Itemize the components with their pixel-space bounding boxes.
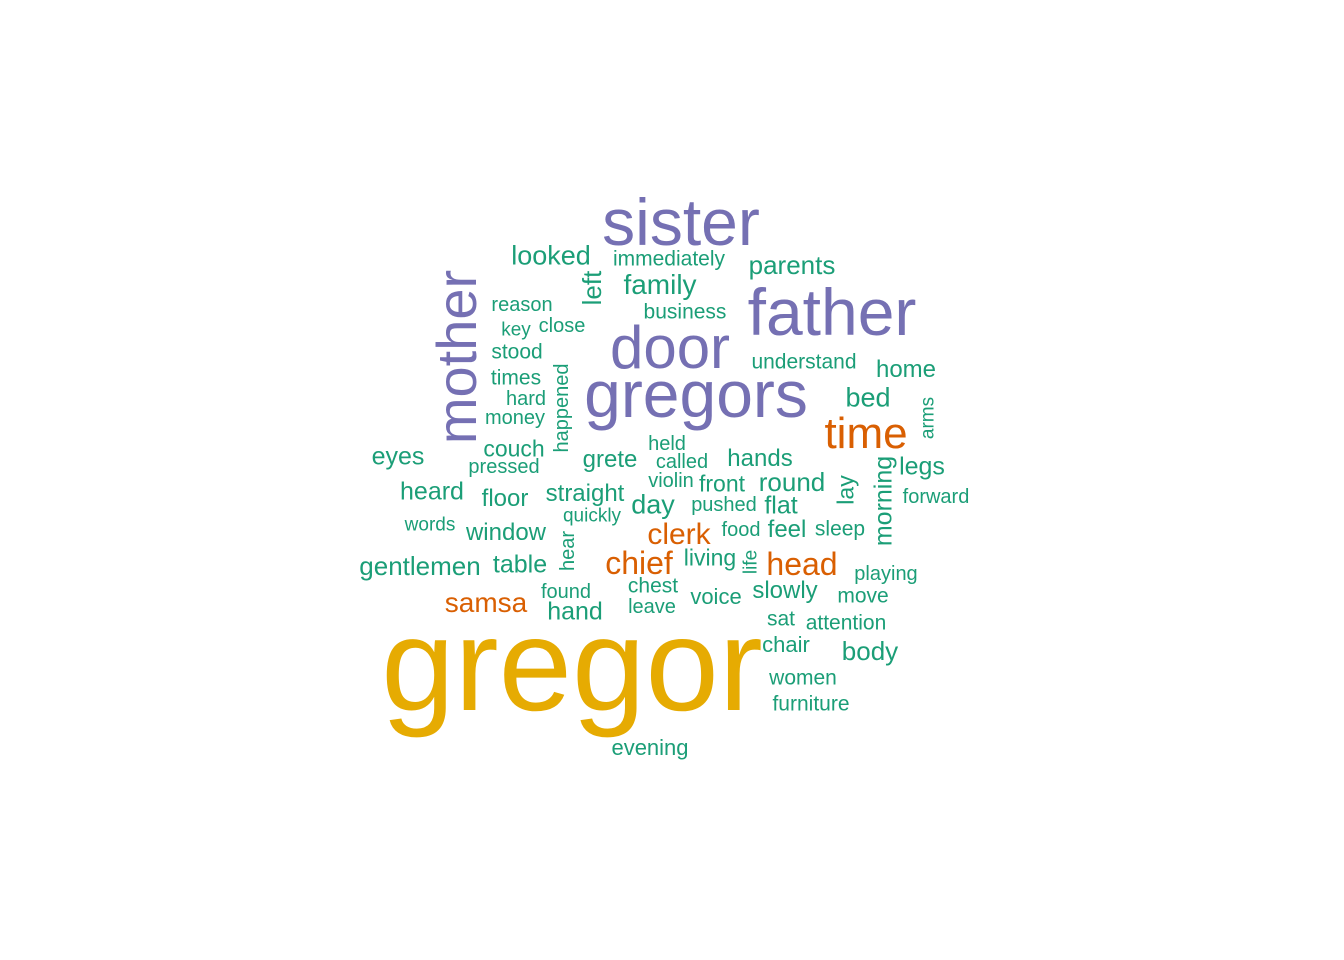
word-attention: attention <box>805 611 887 635</box>
word-body: body <box>841 636 899 666</box>
word-window: window <box>465 519 547 546</box>
word-found: found <box>540 581 592 603</box>
word-gregors: gregors <box>584 357 808 431</box>
word-hand: hand <box>547 597 603 626</box>
word-looked: looked <box>511 240 591 271</box>
word-floor: floor <box>481 485 529 512</box>
word-living: living <box>683 544 737 571</box>
word-gregor: gregor <box>381 591 763 738</box>
word-chief: chief <box>605 545 673 581</box>
word-forward: forward <box>902 486 970 508</box>
word-father: father <box>747 275 917 349</box>
word-money: money <box>484 407 546 429</box>
word-furniture: furniture <box>772 692 850 716</box>
word-pressed: pressed <box>468 456 540 478</box>
word-food: food <box>721 519 761 541</box>
word-hands: hands <box>727 445 793 472</box>
word-family: family <box>623 269 697 300</box>
word-door: door <box>609 314 731 381</box>
word-front: front <box>698 470 746 497</box>
word-business: business <box>643 300 727 324</box>
word-left: left <box>577 270 607 306</box>
word-reason: reason <box>491 294 553 316</box>
word-eyes: eyes <box>371 442 425 471</box>
word-times: times <box>490 366 542 390</box>
word-women: women <box>769 666 837 690</box>
word-violin: violin <box>648 470 694 492</box>
word-time: time <box>824 409 908 458</box>
word-slowly: slowly <box>752 577 818 604</box>
word-playing: playing <box>854 563 918 585</box>
word-straight: straight <box>545 480 625 507</box>
word-morning: morning <box>869 455 898 547</box>
word-lay: lay <box>832 475 859 505</box>
word-clerk: clerk <box>647 518 711 551</box>
word-day: day <box>631 489 675 520</box>
word-feel: feel <box>767 516 807 543</box>
word-called: called <box>655 451 709 473</box>
word-words: words <box>404 514 456 536</box>
word-legs: legs <box>899 452 945 481</box>
word-close: close <box>538 315 586 337</box>
word-couch: couch <box>483 435 545 462</box>
word-arms: arms <box>917 396 939 440</box>
word-heard: heard <box>400 477 464 506</box>
word-life: life <box>740 549 762 575</box>
word-gentlemen: gentlemen <box>359 551 481 581</box>
word-chest: chest <box>627 574 679 598</box>
word-chair: chair <box>762 632 810 657</box>
word-sister: sister <box>602 185 760 259</box>
word-flat: flat <box>764 491 798 520</box>
word-hear: hear <box>557 530 579 572</box>
word-sleep: sleep <box>814 517 866 541</box>
word-stood: stood <box>491 340 543 364</box>
word-understand: understand <box>751 350 857 374</box>
word-sat: sat <box>766 607 796 631</box>
word-samsa: samsa <box>444 587 528 618</box>
word-head: head <box>766 546 838 582</box>
word-parents: parents <box>748 250 836 280</box>
word-move: move <box>837 584 889 608</box>
word-bed: bed <box>845 382 891 413</box>
word-table: table <box>492 550 548 579</box>
word-evening: evening <box>611 735 689 760</box>
word-hard: hard <box>505 388 547 410</box>
word-mother: mother <box>425 269 488 445</box>
word-leave: leave <box>628 596 676 618</box>
word-voice: voice <box>690 584 742 609</box>
word-round: round <box>758 467 826 497</box>
word-happened: happened <box>551 363 573 453</box>
word-pushed: pushed <box>691 494 757 516</box>
word-held: held <box>648 433 686 455</box>
word-quickly: quickly <box>562 505 622 527</box>
word-key: key <box>501 319 531 341</box>
word-grete: grete <box>582 446 638 473</box>
word-immediately: immediately <box>612 247 726 271</box>
word-home: home <box>875 356 937 383</box>
